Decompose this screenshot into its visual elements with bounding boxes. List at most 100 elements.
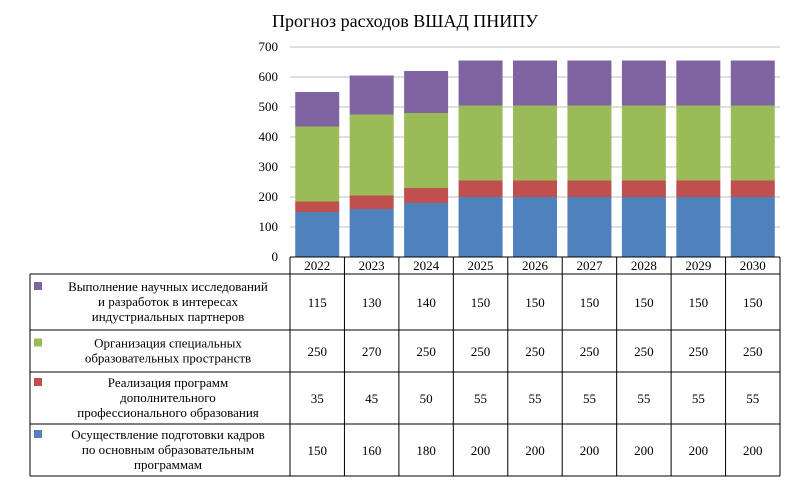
- bar-segment: [458, 180, 503, 197]
- legend-key: [34, 430, 42, 438]
- bar-segment: [349, 209, 394, 257]
- bar-segment: [295, 212, 340, 257]
- bar-segment: [349, 195, 394, 209]
- legend-label: дополнительного: [120, 390, 216, 405]
- table-value: 55: [474, 391, 487, 406]
- bar-segment: [458, 60, 503, 106]
- table-value: 250: [525, 344, 545, 359]
- y-tick-label: 200: [259, 189, 279, 204]
- x-category-label: 2022: [304, 258, 330, 273]
- bar-segment: [349, 114, 394, 196]
- table-value: 115: [308, 295, 327, 310]
- table-value: 130: [362, 295, 382, 310]
- x-category-label: 2030: [740, 258, 766, 273]
- bar-segment: [513, 105, 557, 181]
- x-category-label: 2028: [631, 258, 657, 273]
- table-value: 200: [580, 443, 600, 458]
- bar-segment: [404, 203, 449, 257]
- bars: [295, 60, 775, 257]
- bar-segment: [404, 113, 449, 188]
- bar-segment: [458, 197, 503, 257]
- x-category-label: 2023: [359, 258, 385, 273]
- table-value: 200: [743, 443, 763, 458]
- legend-label: индустриальных партнеров: [92, 309, 244, 324]
- table-value: 270: [362, 344, 382, 359]
- bar-segment: [730, 180, 775, 197]
- table-value: 55: [746, 391, 759, 406]
- table-value: 180: [416, 443, 436, 458]
- bar-segment: [730, 60, 775, 106]
- table-value: 150: [634, 295, 654, 310]
- chart-title: Прогноз расходов ВШАД ПНИПУ: [272, 11, 538, 31]
- table-value: 150: [471, 295, 491, 310]
- legend-label: по основным образовательным: [82, 442, 254, 457]
- legend-label: Реализация программ: [108, 375, 228, 390]
- bar-segment: [730, 197, 775, 257]
- legend-label: программам: [134, 457, 202, 472]
- table-value: 250: [307, 344, 327, 359]
- y-tick-label: 500: [259, 99, 279, 114]
- table-value: 55: [583, 391, 596, 406]
- bar-segment: [567, 180, 612, 197]
- table-value: 55: [529, 391, 542, 406]
- legend-label: Организация специальных: [94, 336, 242, 351]
- bar-segment: [513, 197, 557, 257]
- bar-segment: [404, 188, 449, 203]
- bar-segment: [676, 105, 721, 181]
- table-value: 150: [525, 295, 545, 310]
- table-value: 150: [689, 295, 709, 310]
- table-value: 250: [471, 344, 491, 359]
- table-value: 50: [420, 391, 433, 406]
- table-value: 250: [580, 344, 600, 359]
- table-value: 250: [689, 344, 709, 359]
- bar-segment: [676, 60, 721, 106]
- y-axis-ticks: 0 100 200 300 400 500 600 700: [259, 39, 279, 264]
- table-value: 150: [580, 295, 600, 310]
- bar-segment: [730, 105, 775, 181]
- table-value: 55: [637, 391, 650, 406]
- legend-label: Осуществление подготовки кадров: [71, 427, 265, 442]
- bar-segment: [295, 201, 340, 212]
- y-tick-label: 300: [259, 159, 279, 174]
- legend-label: Выполнение научных исследований: [68, 279, 268, 294]
- table-value: 200: [634, 443, 654, 458]
- bar-segment: [621, 105, 666, 181]
- bar-segment: [621, 180, 666, 197]
- table-value: 150: [307, 443, 327, 458]
- bar-segment: [567, 60, 612, 106]
- bar-segment: [295, 92, 340, 127]
- bar-segment: [621, 60, 666, 106]
- table-value: 140: [416, 295, 436, 310]
- x-category-label: 2026: [522, 258, 549, 273]
- bar-segment: [295, 126, 340, 202]
- y-tick-label: 600: [259, 69, 279, 84]
- table-value: 200: [471, 443, 491, 458]
- bar-segment: [458, 105, 503, 181]
- legend-key: [34, 378, 42, 386]
- table-value: 200: [525, 443, 545, 458]
- y-tick-label: 400: [259, 129, 279, 144]
- bar-segment: [404, 71, 449, 113]
- table-value: 250: [743, 344, 763, 359]
- table-value: 45: [365, 391, 378, 406]
- bar-segment: [621, 197, 666, 257]
- bar-segment: [676, 197, 721, 257]
- data-table: 2022 2023 2024 2025 2026 2027 2028 2029 2030 Выпо…: [29, 256, 781, 477]
- bar-segment: [567, 197, 612, 257]
- table-value: 55: [692, 391, 705, 406]
- y-tick-label: 700: [259, 39, 279, 54]
- table-value: 150: [743, 295, 763, 310]
- x-category-label: 2024: [413, 258, 440, 273]
- bar-segment: [676, 180, 721, 197]
- table-value: 200: [689, 443, 709, 458]
- legend-label: и разработок в интересах: [98, 294, 238, 309]
- legend-key: [34, 338, 42, 347]
- bar-segment: [567, 105, 612, 181]
- bar-segment: [349, 75, 394, 115]
- y-tick-label: 0: [272, 249, 279, 264]
- x-category-label: 2029: [685, 258, 711, 273]
- bar-segment: [513, 60, 557, 106]
- legend-label: профессионального образования: [77, 405, 259, 420]
